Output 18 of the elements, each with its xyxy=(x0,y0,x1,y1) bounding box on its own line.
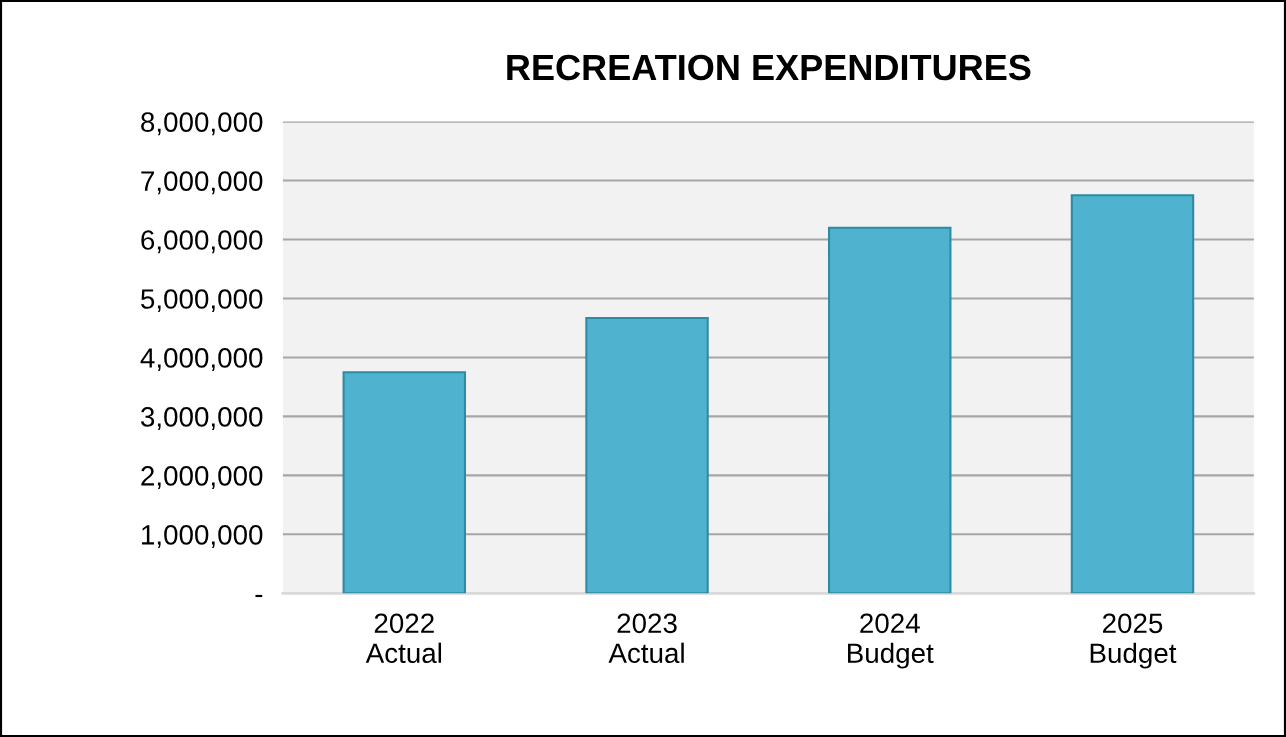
y-tick-label: 6,000,000 xyxy=(141,230,263,254)
y-tick-label: 8,000,000 xyxy=(141,112,263,136)
y-tick-label: 3,000,000 xyxy=(140,407,263,431)
bar xyxy=(1070,194,1195,594)
y-tick-label: - xyxy=(255,594,263,598)
y-tick-label: 5,000,000 xyxy=(141,289,263,313)
chart-title: RECREATION EXPENDITURES xyxy=(507,54,1031,81)
y-tick-label: 7,000,000 xyxy=(141,171,263,195)
y-tick-label: 2,000,000 xyxy=(141,466,263,489)
bar xyxy=(828,226,952,594)
bar xyxy=(342,371,467,594)
x-tick-label: 2025 Budget xyxy=(1090,613,1177,669)
x-tick-label: 2022 Actual xyxy=(365,613,442,664)
y-tick-label: 1,000,000 xyxy=(142,524,263,548)
x-tick-label: 2024 Budget xyxy=(848,613,934,669)
bar xyxy=(585,316,709,594)
y-tick-label: 4,000,000 xyxy=(140,348,263,372)
x-tick-label: 2023 Actual xyxy=(608,613,684,664)
